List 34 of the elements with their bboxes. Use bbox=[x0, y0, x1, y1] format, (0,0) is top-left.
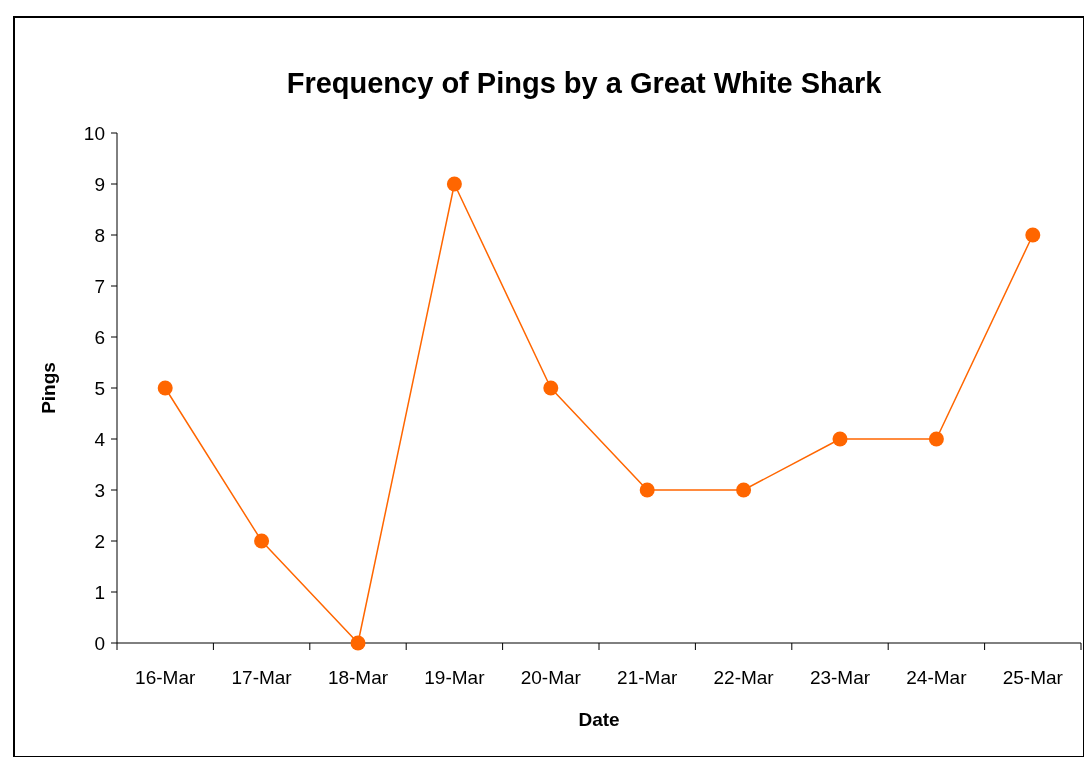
y-tick-label: 0 bbox=[94, 632, 105, 654]
y-tick-label: 9 bbox=[94, 173, 105, 195]
x-tick-label: 16-Mar bbox=[135, 667, 196, 688]
y-tick-label: 6 bbox=[94, 326, 105, 348]
x-tick-label: 25-Mar bbox=[1002, 667, 1064, 688]
point bbox=[832, 431, 848, 447]
chart-title: Frequency of Pings by a Great White Shark bbox=[286, 67, 883, 99]
y-tick-label: 10 bbox=[83, 122, 105, 144]
y-tick-label: 7 bbox=[94, 275, 105, 297]
y-tick-label: 1 bbox=[94, 581, 105, 603]
y-tick-label: 2 bbox=[94, 530, 105, 552]
y-tick-label: 4 bbox=[94, 428, 106, 450]
x-tick-label: 24-Mar bbox=[906, 667, 968, 688]
x-tick-label: 18-Mar bbox=[327, 667, 389, 688]
y-tick-label: 3 bbox=[94, 479, 105, 501]
x-tick-label: 22-Mar bbox=[713, 667, 775, 688]
point bbox=[446, 176, 462, 192]
point bbox=[1025, 227, 1041, 243]
point bbox=[350, 635, 366, 651]
point bbox=[639, 482, 655, 498]
y-axis-title: Pings bbox=[38, 362, 59, 414]
y-tick-label: 5 bbox=[94, 377, 105, 399]
point bbox=[736, 482, 752, 498]
x-tick-label: 19-Mar bbox=[424, 667, 486, 688]
x-tick-label: 21-Mar bbox=[617, 667, 678, 688]
point bbox=[157, 380, 173, 396]
point bbox=[928, 431, 944, 447]
point bbox=[543, 380, 559, 396]
x-axis-title: Date bbox=[578, 709, 620, 730]
x-tick-label: 17-Mar bbox=[231, 667, 293, 688]
y-tick-label: 8 bbox=[94, 224, 105, 246]
x-tick-label: 20-Mar bbox=[520, 667, 582, 688]
point bbox=[254, 533, 270, 549]
x-tick-label: 23-Mar bbox=[809, 667, 871, 688]
